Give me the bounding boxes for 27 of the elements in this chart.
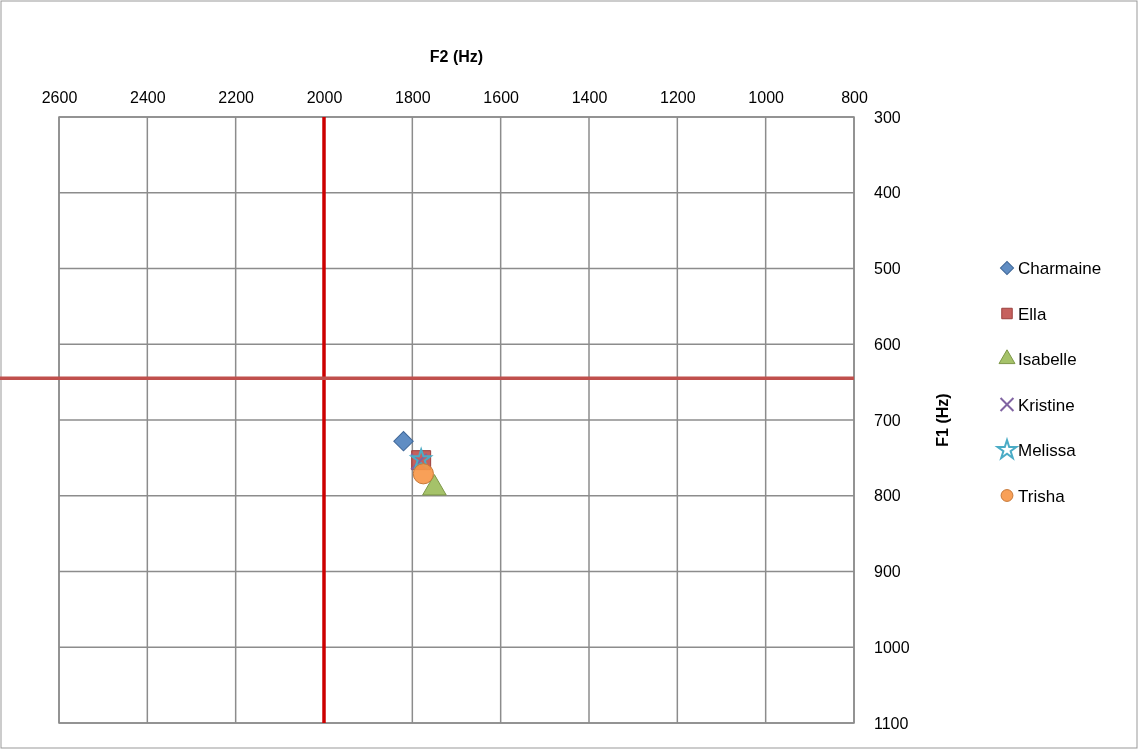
legend-label: Isabelle [1018, 350, 1077, 369]
x-axis-title: F2 (Hz) [429, 48, 484, 65]
y-tick-label: 600 [874, 335, 901, 353]
y-tick-label: 1000 [874, 638, 910, 656]
x-tick-label: 2200 [218, 89, 255, 106]
x-tick-label: 1600 [483, 89, 520, 106]
x-tick-label: 1200 [660, 89, 696, 106]
y-tick-label: 400 [874, 184, 901, 202]
legend-label: Trisha [1018, 486, 1066, 506]
legend-label: Kristine [1018, 395, 1075, 415]
x-tick-label: 2000 [306, 89, 343, 106]
x-tick-label: 1800 [395, 89, 431, 106]
legend-label: Melissa [1018, 441, 1077, 460]
x-tick-label: 1000 [748, 89, 785, 106]
y-tick-label: 800 [874, 487, 901, 505]
x-tick-label: 2600 [41, 89, 78, 106]
y-tick-label: 300 [874, 108, 901, 126]
x-tick-label: 1400 [571, 89, 608, 106]
legend-label: Ella [1018, 304, 1047, 324]
y-tick-label: 900 [874, 563, 901, 581]
y-tick-label: 1100 [874, 714, 909, 732]
y-tick-label: 500 [874, 260, 901, 278]
y-axis-title: F1 (Hz) [934, 393, 951, 447]
legend-label: Charmaine [1018, 259, 1102, 278]
x-tick-label: 2400 [130, 89, 166, 106]
y-tick-label: 700 [874, 411, 901, 429]
x-tick-label: 800 [841, 89, 868, 106]
